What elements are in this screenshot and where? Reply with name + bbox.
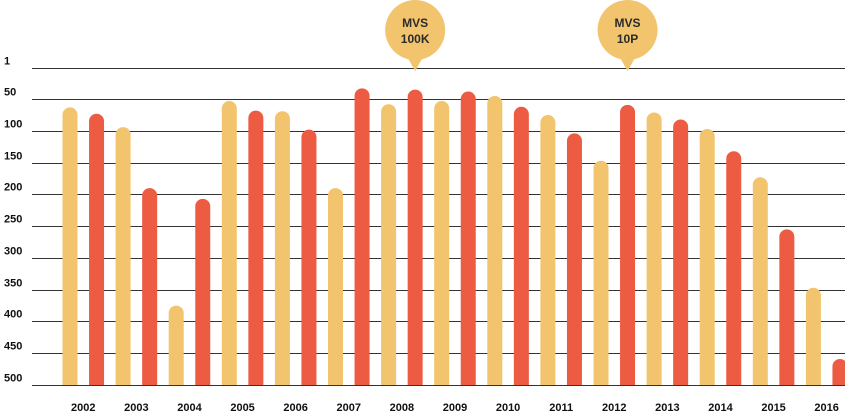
x-tick-label: 2003 [124,402,148,414]
y-tick-label: 200 [4,182,22,194]
y-tick-label: 500 [4,373,22,385]
callout-circle [597,0,658,60]
callout-line2: 10P [617,32,638,46]
bar-14 [434,101,450,386]
bar-2 [115,127,131,386]
x-tick-label: 2008 [390,402,414,414]
x-tick-label: 2004 [177,402,202,414]
x-tick-label: 2010 [496,402,520,414]
bar-20 [593,160,609,385]
callout-circle [385,0,446,60]
bar-0 [62,107,78,385]
x-tick-label: 2011 [549,402,573,414]
y-tick-label: 250 [4,214,22,226]
callout-line2: 100K [401,32,430,46]
y-tick-label: 450 [4,341,22,353]
bar-28 [805,287,821,385]
x-tick-label: 2009 [443,402,467,414]
bar-26 [752,177,768,385]
bar-18 [540,115,556,386]
bar-6 [221,101,237,386]
bar-21 [620,104,636,385]
x-tick-label: 2002 [71,402,95,414]
bar-19 [566,133,582,385]
y-tick-label: 400 [4,309,22,321]
bar-17 [513,106,529,385]
bar-10 [328,188,343,385]
bar-24 [699,128,715,385]
callouts-layer: MVS 100K MVS 10P [385,0,658,71]
y-tick-label: 100 [4,119,22,131]
y-tick-label: 300 [4,246,22,258]
bar-15 [460,91,476,386]
x-axis-labels: 2002 2003 2004 2005 2006 2007 2008 2009 2010 2011… [71,402,839,414]
bar-7 [248,110,264,385]
bar-13 [407,89,423,386]
x-tick-label: 2007 [337,402,361,414]
bar-5 [195,198,211,385]
bar-9 [301,129,317,385]
y-tick-label: 50 [4,87,16,99]
x-tick-label: 2015 [761,402,785,414]
bar-1 [89,113,105,386]
bar-25 [726,151,742,385]
bar-8 [274,111,290,386]
bar-16 [487,95,503,385]
y-tick-label: 350 [4,278,22,290]
callout-bubble: MVS 100K [385,0,446,71]
x-tick-label: 2006 [283,402,307,414]
x-tick-label: 2005 [230,402,254,414]
callout-line1: MVS [615,16,641,30]
bar-11 [354,88,370,385]
x-tick-label: 2013 [655,402,679,414]
bar-22 [646,112,662,386]
x-tick-label: 2012 [602,402,626,414]
bar-27 [779,229,795,385]
bar-29 [832,359,845,385]
callout-pointer [406,55,425,71]
bar-3 [142,188,158,385]
x-tick-label: 2016 [814,402,838,414]
callout-pointer [618,55,637,71]
y-tick-label: 1 [4,56,10,68]
callout-bubble: MVS 10P [597,0,658,71]
y-tick-label: 150 [4,151,22,163]
bar-23 [673,119,689,386]
x-tick-label: 2014 [708,402,733,414]
callout-line1: MVS [402,16,428,30]
bar-4 [168,305,184,385]
bar-12 [381,104,397,385]
bars-layer [62,88,845,386]
